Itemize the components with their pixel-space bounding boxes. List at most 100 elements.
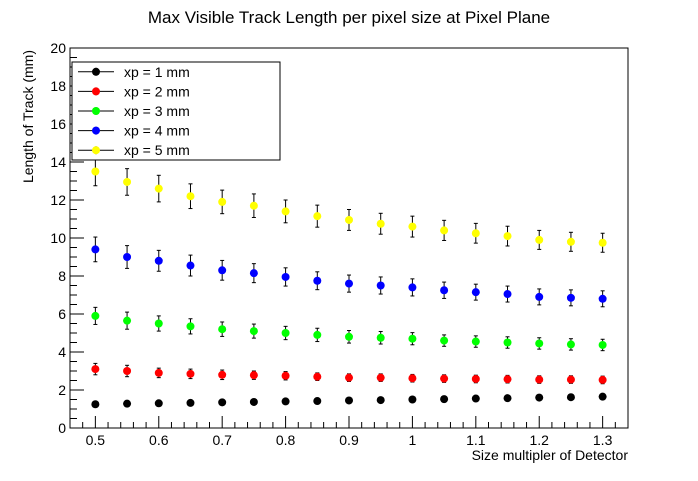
legend-label: xp = 5 mm: [124, 142, 190, 158]
x-tick-label: 0.8: [276, 432, 296, 448]
legend-marker: [92, 67, 100, 76]
data-point: [154, 368, 163, 377]
data-point: [186, 261, 195, 270]
data-point: [123, 399, 132, 408]
data-point: [535, 339, 544, 348]
chart-title: Max Visible Track Length per pixel size …: [148, 8, 550, 27]
y-tick-label: 2: [58, 382, 66, 398]
data-point: [123, 367, 132, 375]
data-point: [503, 232, 512, 241]
data-point: [598, 238, 607, 247]
x-tick-label: 1.1: [466, 432, 486, 448]
y-tick-label: 4: [58, 344, 66, 360]
y-tick-label: 8: [58, 268, 66, 284]
data-point: [471, 288, 480, 297]
data-point: [281, 371, 290, 380]
data-point: [249, 201, 258, 210]
data-point: [535, 393, 544, 402]
data-point: [186, 322, 195, 331]
data-point: [440, 374, 449, 383]
data-point: [154, 399, 163, 408]
data-point: [249, 397, 258, 406]
series-4: [91, 236, 607, 308]
data-point: [376, 373, 385, 382]
data-point: [471, 394, 480, 403]
data-point: [503, 375, 512, 384]
x-axis-label: Size multipler of Detector: [472, 447, 629, 463]
data-point: [408, 395, 417, 404]
data-point: [218, 325, 227, 334]
data-point: [535, 375, 544, 384]
data-point: [249, 327, 258, 336]
axes: 0 2 4 6 8 10 12 14 16 18 20 0.5 0.6 0.7 0.8 0.9 1 1.1 1.2 1…: [50, 40, 629, 448]
data-point: [598, 392, 607, 401]
data-point: [440, 336, 449, 345]
legend-label: xp = 4 mm: [124, 123, 190, 139]
y-tick-label: 0: [58, 420, 66, 436]
data-point: [186, 398, 195, 407]
legend-label: xp = 2 mm: [124, 83, 190, 99]
data-point: [218, 197, 227, 206]
data-point: [91, 311, 100, 320]
data-point: [566, 393, 575, 402]
data-point: [123, 316, 132, 325]
legend: xp = 1 mm xp = 2 mm xp = 3 mm xp = 4 mm xp =…: [71, 61, 281, 161]
legend-marker: [92, 107, 100, 115]
data-point: [503, 338, 512, 347]
data-point: [154, 184, 163, 193]
data-point: [91, 245, 100, 254]
data-point: [440, 286, 449, 295]
data-point: [376, 281, 385, 290]
data-point: [154, 256, 163, 265]
data-point: [471, 374, 480, 383]
data-point: [249, 269, 258, 278]
data-point: [566, 237, 575, 246]
data-point: [345, 215, 353, 224]
data-point: [408, 334, 417, 343]
data-point: [345, 332, 353, 341]
data-point: [91, 365, 100, 374]
data-point: [376, 219, 385, 228]
legend-label: xp = 3 mm: [124, 103, 190, 119]
data-point: [313, 397, 322, 406]
data-point: [123, 253, 132, 261]
data-point: [218, 398, 227, 407]
data-point: [376, 333, 385, 342]
data-point: [566, 293, 575, 302]
y-tick-label: 14: [50, 154, 66, 170]
data-point: [91, 167, 100, 176]
data-point: [281, 272, 290, 281]
data-point: [345, 396, 353, 405]
data-point: [566, 340, 575, 349]
x-tick-label: 1.2: [529, 432, 549, 448]
series-3: [91, 306, 607, 352]
data-point: [313, 330, 322, 339]
x-tick-label: 1.3: [593, 432, 613, 448]
data-point: [408, 374, 417, 383]
data-point: [313, 276, 322, 285]
data-point: [535, 235, 544, 244]
data-point: [471, 337, 480, 346]
x-tick-label: 0.9: [339, 432, 359, 448]
data-point: [154, 319, 163, 328]
data-point: [345, 279, 353, 288]
data-point: [566, 375, 575, 384]
series-5: [91, 156, 607, 253]
data-marks: [91, 156, 607, 409]
data-point: [598, 294, 607, 303]
legend-label: xp = 1 mm: [124, 64, 190, 80]
series-2: [91, 362, 607, 385]
data-point: [503, 394, 512, 403]
data-point: [376, 396, 385, 405]
y-tick-label: 12: [50, 192, 66, 208]
data-point: [440, 226, 449, 235]
x-tick-label: 0.5: [86, 432, 106, 448]
data-point: [249, 371, 258, 380]
legend-marker: [92, 87, 100, 96]
x-tick-label: 0.7: [212, 432, 232, 448]
y-tick-label: 6: [58, 306, 66, 322]
y-tick-label: 18: [50, 78, 66, 94]
y-tick-label: 10: [50, 230, 66, 246]
data-point: [440, 395, 449, 404]
